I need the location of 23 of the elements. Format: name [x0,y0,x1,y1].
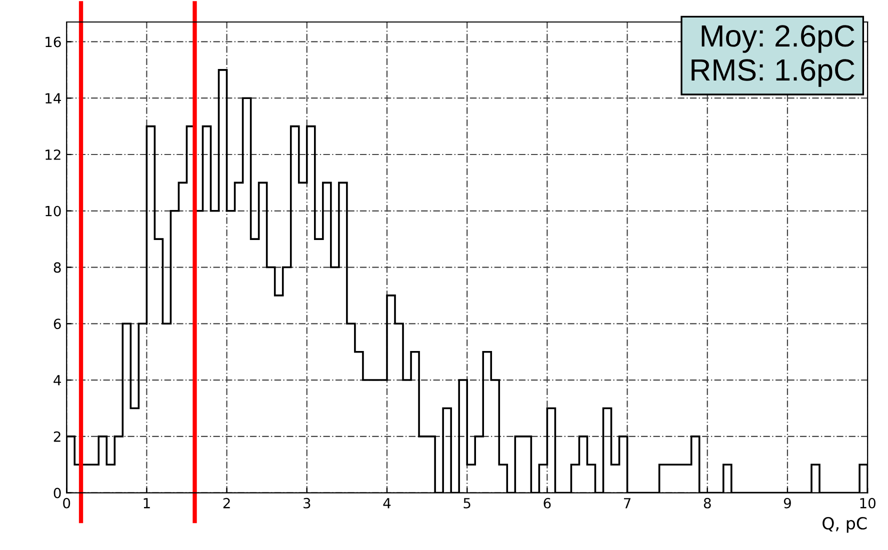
y-tick-label: 8 [54,262,61,273]
y-tick-label: 14 [46,93,61,104]
x-tick-label: 5 [464,498,470,508]
x-tick-label: 0 [63,498,70,508]
annotation: RMS: 1.6pC [692,59,854,87]
x-tick-label: 3 [304,498,310,508]
y-tick-label: 0 [54,488,61,498]
x-tick-label: 4 [383,498,391,508]
annotation: Moy: 2.6pC [702,25,854,53]
y-tick-label: 4 [54,375,61,386]
y-tick-label: 16 [46,36,61,48]
x-tick-label: 10 [860,498,876,508]
y-tick-label: 10 [46,206,61,216]
x-tick-label: 9 [784,498,791,508]
y-tick-label: 2 [54,431,60,442]
y-tick-label: 6 [54,318,61,330]
y-tick-label: 12 [46,149,60,160]
x-tick-label: 2 [223,498,230,508]
x-tick-label: 1 [144,498,150,508]
x-axis-title: Q, pC [822,516,867,533]
x-tick-label: 6 [544,498,551,508]
x-tick-label: 8 [704,498,711,508]
x-tick-label: 7 [624,498,631,508]
